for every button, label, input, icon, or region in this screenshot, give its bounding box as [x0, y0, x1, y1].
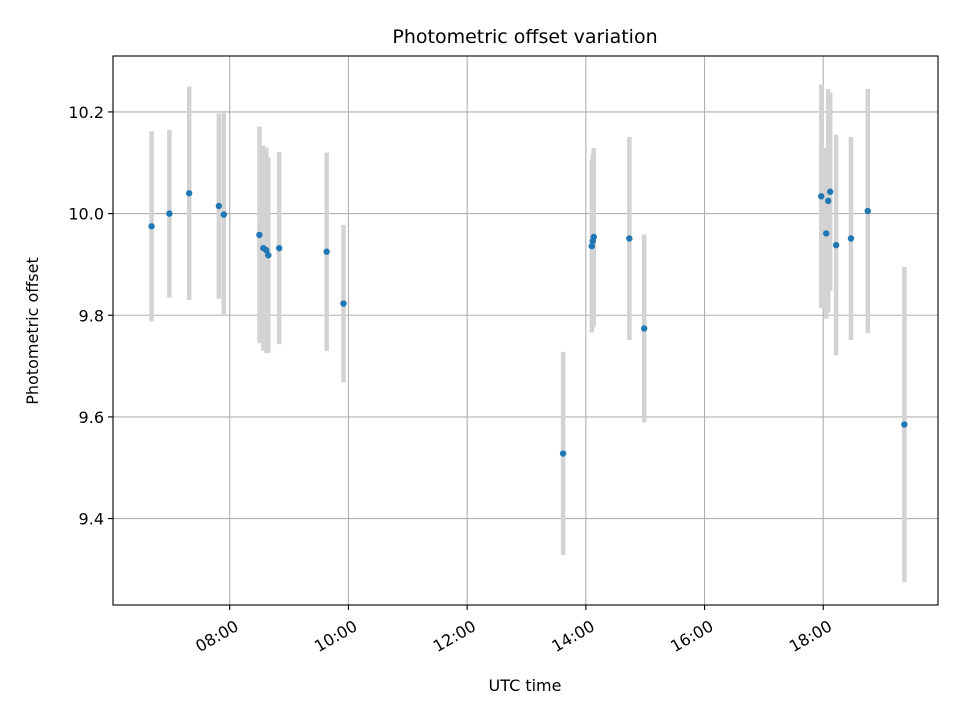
data-point — [847, 235, 855, 242]
data-point — [588, 242, 595, 250]
data-points — [148, 188, 908, 457]
data-point — [220, 211, 227, 218]
grid-lines — [113, 56, 938, 605]
y-tick-label: 10.2 — [68, 103, 104, 122]
x-tick-label: 14:00 — [548, 616, 597, 656]
data-point — [826, 188, 834, 195]
data-point — [832, 241, 840, 249]
data-point — [590, 233, 597, 241]
x-tick-label: 10:00 — [311, 616, 360, 656]
y-tick-label: 9.4 — [79, 510, 104, 529]
data-point — [323, 248, 330, 255]
axis-ticks: 08:00 10:00 12:00 14:00 16:00 18:00 9.4 9.6 9.8 1… — [68, 103, 835, 656]
y-tick-label: 9.6 — [79, 408, 104, 427]
x-tick-label: 12:00 — [430, 616, 479, 656]
data-point — [626, 235, 633, 242]
data-point — [641, 325, 648, 332]
x-tick-label: 16:00 — [667, 616, 716, 656]
y-axis-label: Photometric offset — [23, 257, 42, 405]
data-point — [256, 231, 263, 239]
x-axis-label: UTC time — [489, 676, 562, 695]
y-tick-label: 10.0 — [68, 205, 104, 224]
data-point — [148, 223, 155, 230]
data-point — [265, 252, 272, 259]
data-point — [823, 230, 830, 237]
plot-frame — [112, 55, 939, 606]
data-point — [340, 300, 347, 307]
x-tick-label: 18:00 — [786, 616, 835, 656]
data-point — [215, 202, 223, 210]
error-bars — [149, 84, 907, 583]
data-point — [185, 190, 193, 197]
data-point — [275, 244, 283, 252]
data-point — [166, 210, 173, 217]
data-point — [818, 193, 825, 200]
data-point — [824, 197, 832, 205]
x-tick-label: 08:00 — [192, 616, 241, 656]
data-point — [559, 450, 567, 457]
y-tick-label: 9.8 — [79, 306, 104, 325]
data-point — [864, 207, 871, 215]
chart-title: Photometric offset variation — [392, 26, 657, 48]
data-point — [901, 421, 908, 428]
data-point — [263, 246, 270, 254]
